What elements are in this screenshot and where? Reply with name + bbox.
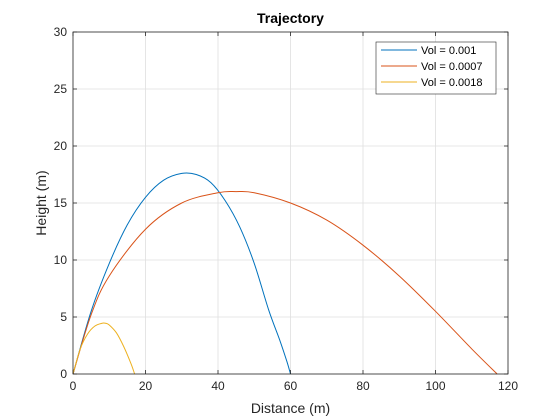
series-line-1 xyxy=(72,172,291,375)
y-tick-label: 25 xyxy=(54,82,68,96)
y-tick-label: 0 xyxy=(60,367,67,381)
x-tick-label: 60 xyxy=(284,379,298,393)
y-tick-label: 15 xyxy=(54,196,68,210)
axis-ticks: 0 20 40 60 80 100 120 0 5 10 15 20 25 30 xyxy=(54,25,519,393)
legend-label-2: Vol = 0.0007 xyxy=(421,61,482,73)
series-line-2 xyxy=(72,190,498,375)
y-tick-label: 20 xyxy=(54,139,68,153)
y-tick-label: 10 xyxy=(54,253,68,267)
legend-entries: Vol = 0.001 Vol = 0.0007 Vol = 0.0018 xyxy=(381,45,482,89)
x-tick-label: 20 xyxy=(139,379,153,393)
series-lines xyxy=(72,172,498,375)
legend-label-1: Vol = 0.001 xyxy=(421,45,476,57)
x-tick-label: 0 xyxy=(70,379,77,393)
series-line-3 xyxy=(72,322,136,375)
chart-title: Trajectory xyxy=(257,10,324,26)
x-tick-label: 40 xyxy=(211,379,225,393)
x-axis-label: Distance (m) xyxy=(251,400,330,416)
legend-box xyxy=(375,41,497,95)
y-tick-label: 5 xyxy=(60,310,67,324)
y-tick-label: 30 xyxy=(54,25,68,39)
x-tick-label: 120 xyxy=(498,379,518,393)
legend-label-3: Vol = 0.0018 xyxy=(421,77,482,89)
y-axis-label: Height (m) xyxy=(33,170,49,235)
legend: Vol = 0.001 Vol = 0.0007 Vol = 0.0018 xyxy=(375,41,497,95)
x-tick-label: 80 xyxy=(356,379,370,393)
x-tick-label: 100 xyxy=(425,379,445,393)
